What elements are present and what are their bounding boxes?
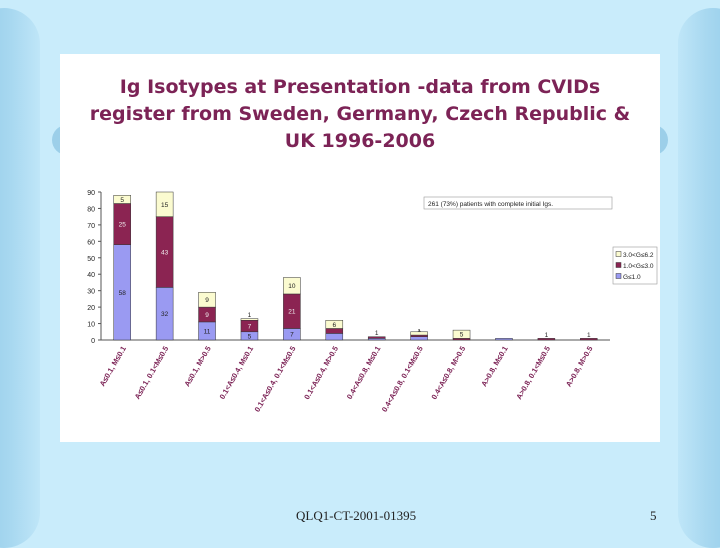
y-tick-label: 80	[87, 206, 95, 213]
data-label: 15	[161, 202, 169, 209]
x-tick-label: A>0.8, 0.1<M≤0.5	[514, 345, 552, 401]
data-label: 10	[288, 283, 296, 290]
legend-swatch	[615, 262, 622, 268]
x-tick-label: 0.1<A≤0.4, 0.1<M≤0.5	[253, 345, 298, 414]
x-tick-label: 0.1<A≤0.4, M>0.5	[302, 345, 340, 401]
y-tick-label: 0	[91, 338, 95, 345]
bar-segment	[325, 333, 344, 341]
y-tick-label: 30	[87, 289, 95, 296]
data-label: 21	[288, 309, 296, 316]
data-label: 9	[205, 297, 209, 304]
y-tick-label: 90	[87, 190, 95, 197]
chart-annotation: 261 (73%) patients with complete initial…	[428, 201, 553, 208]
legend-swatch	[615, 273, 622, 279]
y-tick-label: 60	[87, 239, 95, 246]
title-line: register from Sweden, Germany, Czech Rep…	[89, 103, 631, 125]
bar-segment	[495, 338, 513, 341]
data-label: 1	[375, 330, 379, 337]
bar-segment	[580, 338, 598, 341]
footer-code: QLQ1-CT-2001-01395	[296, 508, 417, 523]
data-label: 11	[204, 328, 211, 335]
legend-label: 3.0<G≤6.2	[623, 252, 654, 259]
data-label: 5	[120, 197, 124, 204]
bar-segment	[367, 336, 386, 339]
bar-segment	[155, 191, 174, 217]
bar-segment	[537, 338, 556, 341]
bar-segment	[325, 328, 344, 334]
data-label: 1	[587, 332, 591, 339]
bar-segment	[325, 320, 344, 329]
bar-segment	[452, 329, 471, 339]
bar-segment	[410, 331, 428, 336]
data-label: 43	[161, 250, 169, 257]
x-tick-label: A≤0.1, 0.1<M≤0.5	[133, 345, 171, 401]
annotation-box	[423, 196, 613, 210]
data-label: 1	[248, 312, 252, 319]
title-line: UK 1996-2006	[284, 130, 436, 152]
legend-label: 1.0<G≤3.0	[623, 263, 654, 270]
data-label: 7	[248, 324, 252, 331]
right-decorative-bar	[678, 8, 720, 548]
legend-label: G≤1.0	[623, 274, 641, 281]
bar-segment	[198, 292, 216, 308]
x-tick-label: 0.4<A≤0.8, 0.1<M≤0.5	[380, 345, 425, 414]
data-label: 9	[205, 312, 209, 319]
x-tick-label: 0.1<A≤0.4, M≤0.1	[218, 345, 256, 401]
data-label: 1	[545, 332, 549, 339]
data-label: 25	[119, 222, 127, 229]
data-label: 32	[161, 311, 169, 318]
bar-segment	[113, 195, 131, 204]
legend-swatch	[615, 251, 622, 257]
left-decorative-bar	[0, 8, 40, 548]
x-tick-label: 0.4<A≤0.8, M>0.5	[429, 345, 467, 401]
data-label: 58	[119, 290, 127, 297]
x-tick-label: A>0.8, M>0.5	[564, 345, 595, 389]
data-label: 7	[290, 332, 294, 339]
bar-segment	[240, 318, 259, 321]
y-tick-label: 40	[87, 272, 95, 279]
x-tick-label: A≤0.1, M>0.5	[182, 345, 212, 389]
page-number: 5	[650, 508, 657, 523]
data-label: 5	[248, 333, 252, 340]
data-label: 6	[332, 322, 336, 329]
y-tick-label: 20	[87, 305, 95, 312]
data-label: 5	[460, 332, 464, 339]
x-tick-label: 0.4<A≤0.8, M≤0.1	[345, 345, 383, 401]
bar-segment	[283, 277, 301, 295]
stacked-bar-chart: 0 10 20 30 40 50 60 70 80 90 261 (73%) patients wi…	[87, 190, 658, 414]
y-tick-label: 70	[87, 223, 95, 230]
y-tick-label: 50	[87, 256, 95, 263]
chart-title: Ig Isotypes at Presentation -data from C…	[60, 74, 660, 155]
y-tick-label: 10	[87, 322, 95, 329]
x-tick-label: A>0.8, M≤0.1	[479, 345, 509, 389]
title-line: Ig Isotypes at Presentation -data from C…	[119, 76, 601, 98]
chart-panel: Ig Isotypes at Presentation -data from C…	[60, 54, 660, 442]
x-tick-label: A≤0.1, M≤0.1	[98, 345, 128, 388]
